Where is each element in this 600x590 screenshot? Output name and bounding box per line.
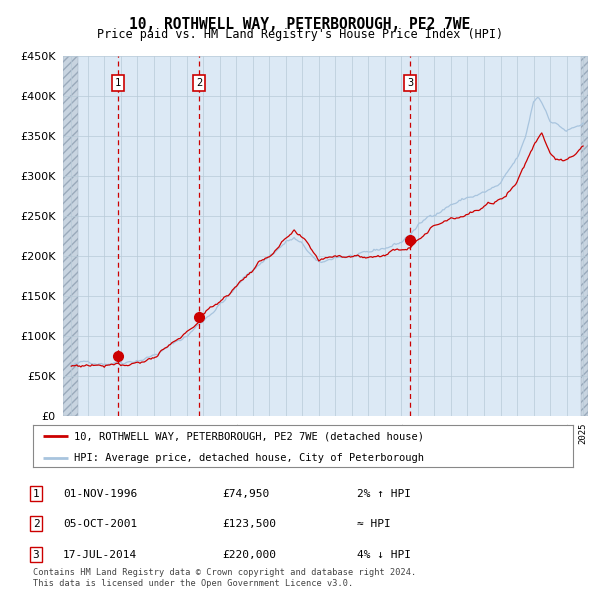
Text: 10, ROTHWELL WAY, PETERBOROUGH, PE2 7WE (detached house): 10, ROTHWELL WAY, PETERBOROUGH, PE2 7WE … bbox=[74, 431, 424, 441]
Text: Contains HM Land Registry data © Crown copyright and database right 2024.
This d: Contains HM Land Registry data © Crown c… bbox=[33, 568, 416, 588]
Bar bbox=[63, 56, 78, 416]
Text: 17-JUL-2014: 17-JUL-2014 bbox=[63, 550, 137, 559]
Text: ≈ HPI: ≈ HPI bbox=[357, 519, 391, 529]
Text: £220,000: £220,000 bbox=[222, 550, 276, 559]
Text: 1: 1 bbox=[115, 78, 121, 88]
Text: 05-OCT-2001: 05-OCT-2001 bbox=[63, 519, 137, 529]
Text: 2: 2 bbox=[32, 519, 40, 529]
Text: 3: 3 bbox=[407, 78, 413, 88]
Text: £123,500: £123,500 bbox=[222, 519, 276, 529]
Text: Price paid vs. HM Land Registry's House Price Index (HPI): Price paid vs. HM Land Registry's House … bbox=[97, 28, 503, 41]
Text: HPI: Average price, detached house, City of Peterborough: HPI: Average price, detached house, City… bbox=[74, 453, 424, 463]
Bar bbox=[581, 56, 588, 416]
Text: 2: 2 bbox=[196, 78, 202, 88]
Text: 2% ↑ HPI: 2% ↑ HPI bbox=[357, 489, 411, 499]
Text: 4% ↓ HPI: 4% ↓ HPI bbox=[357, 550, 411, 559]
Bar bbox=[118, 56, 199, 416]
Text: 01-NOV-1996: 01-NOV-1996 bbox=[63, 489, 137, 499]
Text: 3: 3 bbox=[32, 550, 40, 559]
Text: £74,950: £74,950 bbox=[222, 489, 269, 499]
Text: 10, ROTHWELL WAY, PETERBOROUGH, PE2 7WE: 10, ROTHWELL WAY, PETERBOROUGH, PE2 7WE bbox=[130, 17, 470, 31]
Text: 1: 1 bbox=[32, 489, 40, 499]
